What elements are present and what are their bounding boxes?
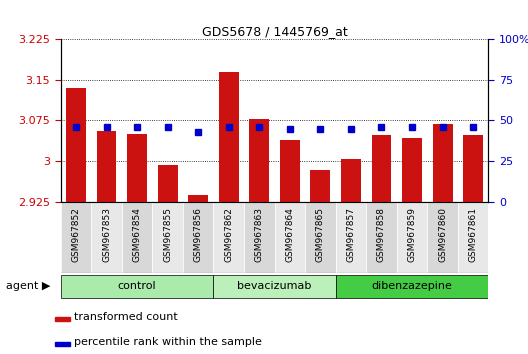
Text: transformed count: transformed count bbox=[74, 312, 178, 322]
Bar bbox=[432, 124, 452, 202]
Bar bbox=[249, 119, 269, 202]
Bar bbox=[91, 202, 122, 273]
Text: GSM967855: GSM967855 bbox=[163, 207, 172, 262]
Bar bbox=[153, 202, 183, 273]
Bar bbox=[463, 135, 483, 202]
Bar bbox=[158, 165, 177, 202]
Bar bbox=[97, 131, 117, 202]
Bar bbox=[280, 141, 300, 202]
Bar bbox=[244, 202, 275, 273]
Text: GSM967853: GSM967853 bbox=[102, 207, 111, 262]
Text: dibenzazepine: dibenzazepine bbox=[372, 281, 452, 291]
Text: GSM967864: GSM967864 bbox=[285, 207, 294, 262]
Bar bbox=[366, 202, 397, 273]
Bar bbox=[54, 342, 70, 346]
Bar bbox=[275, 202, 305, 273]
Text: GSM967856: GSM967856 bbox=[194, 207, 203, 262]
Bar bbox=[397, 202, 427, 273]
Text: GSM967865: GSM967865 bbox=[316, 207, 325, 262]
Bar bbox=[188, 195, 208, 202]
Bar bbox=[336, 202, 366, 273]
Text: GSM967863: GSM967863 bbox=[255, 207, 264, 262]
Text: GSM967859: GSM967859 bbox=[408, 207, 417, 262]
FancyBboxPatch shape bbox=[61, 275, 213, 298]
Text: GSM967861: GSM967861 bbox=[469, 207, 478, 262]
Text: GSM967858: GSM967858 bbox=[377, 207, 386, 262]
Bar bbox=[310, 170, 331, 202]
Text: bevacizumab: bevacizumab bbox=[238, 281, 312, 291]
Text: GSM967854: GSM967854 bbox=[133, 207, 142, 262]
Bar bbox=[183, 202, 213, 273]
Bar bbox=[402, 138, 422, 202]
Text: GSM967857: GSM967857 bbox=[346, 207, 355, 262]
Text: control: control bbox=[118, 281, 156, 291]
Bar bbox=[66, 88, 86, 202]
Text: percentile rank within the sample: percentile rank within the sample bbox=[74, 337, 262, 347]
Bar bbox=[61, 202, 91, 273]
Text: GSM967862: GSM967862 bbox=[224, 207, 233, 262]
Title: GDS5678 / 1445769_at: GDS5678 / 1445769_at bbox=[202, 25, 347, 38]
Bar bbox=[341, 159, 361, 202]
Text: GSM967860: GSM967860 bbox=[438, 207, 447, 262]
Text: GSM967852: GSM967852 bbox=[71, 207, 80, 262]
Bar bbox=[54, 316, 70, 321]
Text: agent ▶: agent ▶ bbox=[6, 281, 51, 291]
Bar bbox=[372, 135, 391, 202]
FancyBboxPatch shape bbox=[213, 275, 336, 298]
Bar bbox=[305, 202, 336, 273]
Bar bbox=[122, 202, 153, 273]
FancyBboxPatch shape bbox=[336, 275, 488, 298]
Bar bbox=[127, 134, 147, 202]
Bar bbox=[427, 202, 458, 273]
Bar bbox=[219, 72, 239, 202]
Bar bbox=[213, 202, 244, 273]
Bar bbox=[458, 202, 488, 273]
